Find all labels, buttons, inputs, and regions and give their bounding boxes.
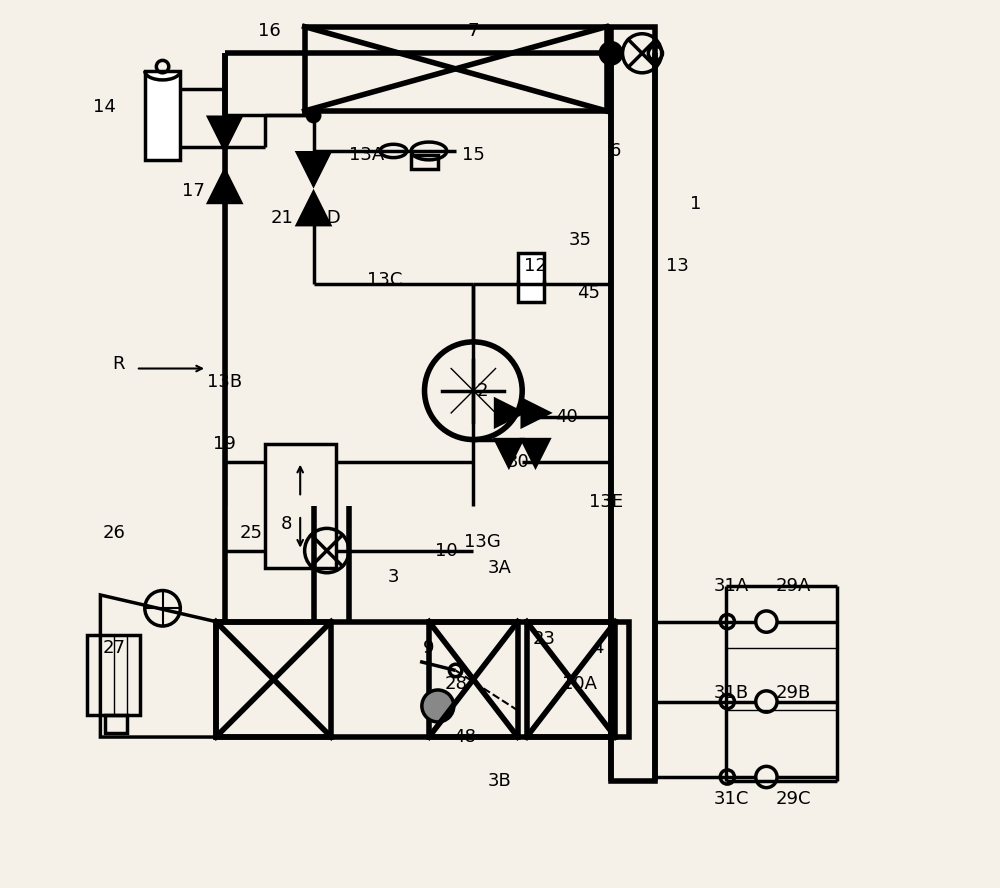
- Text: 3B: 3B: [488, 773, 512, 790]
- Text: 8: 8: [281, 515, 293, 533]
- Text: 19: 19: [213, 435, 236, 453]
- Text: 13D: 13D: [304, 209, 341, 226]
- Text: 17: 17: [182, 182, 205, 200]
- Bar: [216, 622, 331, 737]
- Text: 4: 4: [592, 639, 603, 657]
- Polygon shape: [209, 170, 241, 202]
- Polygon shape: [496, 440, 522, 466]
- Text: 7: 7: [468, 22, 479, 40]
- Text: 40: 40: [555, 408, 578, 426]
- Text: 21: 21: [271, 209, 294, 226]
- Polygon shape: [298, 153, 330, 185]
- Polygon shape: [522, 440, 549, 466]
- Text: 13C: 13C: [367, 271, 402, 289]
- Bar: [611, 27, 655, 781]
- Bar: [527, 622, 615, 737]
- Bar: [87, 635, 140, 715]
- Text: 35: 35: [568, 231, 591, 249]
- Bar: [105, 715, 127, 733]
- Text: 10: 10: [435, 542, 458, 559]
- Text: 23: 23: [533, 630, 556, 648]
- Text: 12: 12: [524, 258, 547, 275]
- Bar: [216, 622, 629, 737]
- Text: 25: 25: [240, 524, 263, 542]
- Polygon shape: [496, 400, 522, 426]
- Text: 31C: 31C: [713, 790, 749, 808]
- Text: 14: 14: [93, 98, 116, 115]
- Text: 48: 48: [453, 728, 476, 746]
- Bar: [145, 71, 180, 160]
- Circle shape: [422, 690, 454, 722]
- Bar: [411, 155, 438, 169]
- Text: 31B: 31B: [713, 684, 748, 702]
- Bar: [518, 253, 544, 302]
- Text: 10A: 10A: [562, 675, 597, 693]
- Text: 31A: 31A: [713, 577, 749, 595]
- Text: 13E: 13E: [589, 493, 624, 511]
- Text: 3A: 3A: [488, 559, 512, 577]
- Polygon shape: [209, 117, 241, 149]
- Text: 13A: 13A: [349, 147, 384, 164]
- Text: 13: 13: [666, 258, 689, 275]
- Text: 29B: 29B: [775, 684, 811, 702]
- Polygon shape: [298, 193, 330, 225]
- Text: 13B: 13B: [207, 373, 242, 391]
- Circle shape: [307, 109, 320, 122]
- Text: 3: 3: [388, 568, 399, 586]
- Text: 29C: 29C: [775, 790, 811, 808]
- Text: R: R: [112, 355, 124, 373]
- Bar: [265, 444, 336, 568]
- Bar: [429, 622, 518, 737]
- Text: 6: 6: [610, 142, 621, 160]
- Text: 13G: 13G: [464, 533, 501, 551]
- Text: 16: 16: [258, 22, 280, 40]
- Text: 45: 45: [577, 284, 600, 302]
- Polygon shape: [522, 400, 549, 426]
- Text: 1: 1: [690, 195, 701, 213]
- Bar: [305, 27, 607, 111]
- Text: 15: 15: [462, 147, 485, 164]
- Text: 9: 9: [423, 639, 435, 657]
- Text: 2: 2: [476, 382, 488, 400]
- Text: 26: 26: [102, 524, 125, 542]
- Circle shape: [600, 43, 622, 64]
- Text: 29A: 29A: [775, 577, 811, 595]
- Text: 30: 30: [506, 453, 529, 471]
- Text: 27: 27: [102, 639, 125, 657]
- Text: 28: 28: [444, 675, 467, 693]
